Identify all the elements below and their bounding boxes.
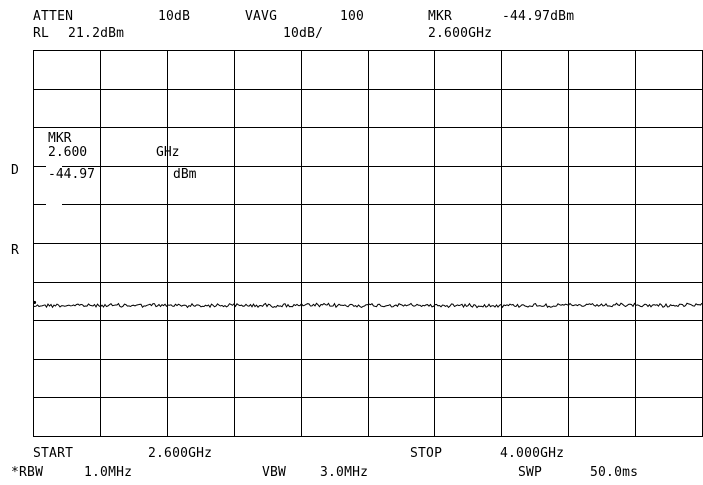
spectrum-display[interactable] (33, 50, 703, 437)
reference-level-label: RL (33, 26, 50, 41)
rbw-value: 1.0MHz (84, 465, 133, 480)
marker-readout-frequency-unit: GHz (156, 145, 180, 160)
marker-readout-label: MKR (48, 131, 72, 146)
scale-per-division: 10dB/ (283, 26, 324, 41)
vavg-label: VAVG (245, 9, 278, 24)
stop-frequency-label: STOP (410, 446, 443, 461)
marker-dot (33, 300, 37, 305)
detector-label: D (11, 163, 19, 178)
marker-readout-frequency: 2.600 (48, 145, 88, 160)
start-frequency-label: START (33, 446, 74, 461)
stop-frequency-value: 4.000GHz (500, 446, 565, 461)
marker-frequency: 2.600GHz (428, 26, 493, 41)
r-label: R (11, 243, 19, 258)
rbw-label: *RBW (11, 465, 44, 480)
marker-readout: MKR 2.600 GHz -44.97 dBm (46, 130, 196, 214)
atten-label: ATTEN (33, 9, 74, 24)
start-frequency-value: 2.600GHz (148, 446, 213, 461)
reference-level-value: 21.2dBm (68, 26, 125, 41)
spectrum-trace (33, 302, 703, 309)
graticule (33, 50, 703, 437)
marker-readout-amplitude-unit: dBm (173, 167, 197, 182)
sweep-time-value: 50.0ms (590, 465, 639, 480)
atten-value: 10dB (158, 9, 191, 24)
sweep-time-label: SWP (518, 465, 543, 480)
marker-label: MKR (428, 9, 453, 24)
vavg-value: 100 (340, 9, 365, 24)
vbw-label: VBW (262, 465, 287, 480)
marker-amplitude: -44.97dBm (502, 9, 575, 24)
vbw-value: 3.0MHz (320, 465, 369, 480)
marker-readout-amplitude: -44.97 (48, 167, 95, 182)
